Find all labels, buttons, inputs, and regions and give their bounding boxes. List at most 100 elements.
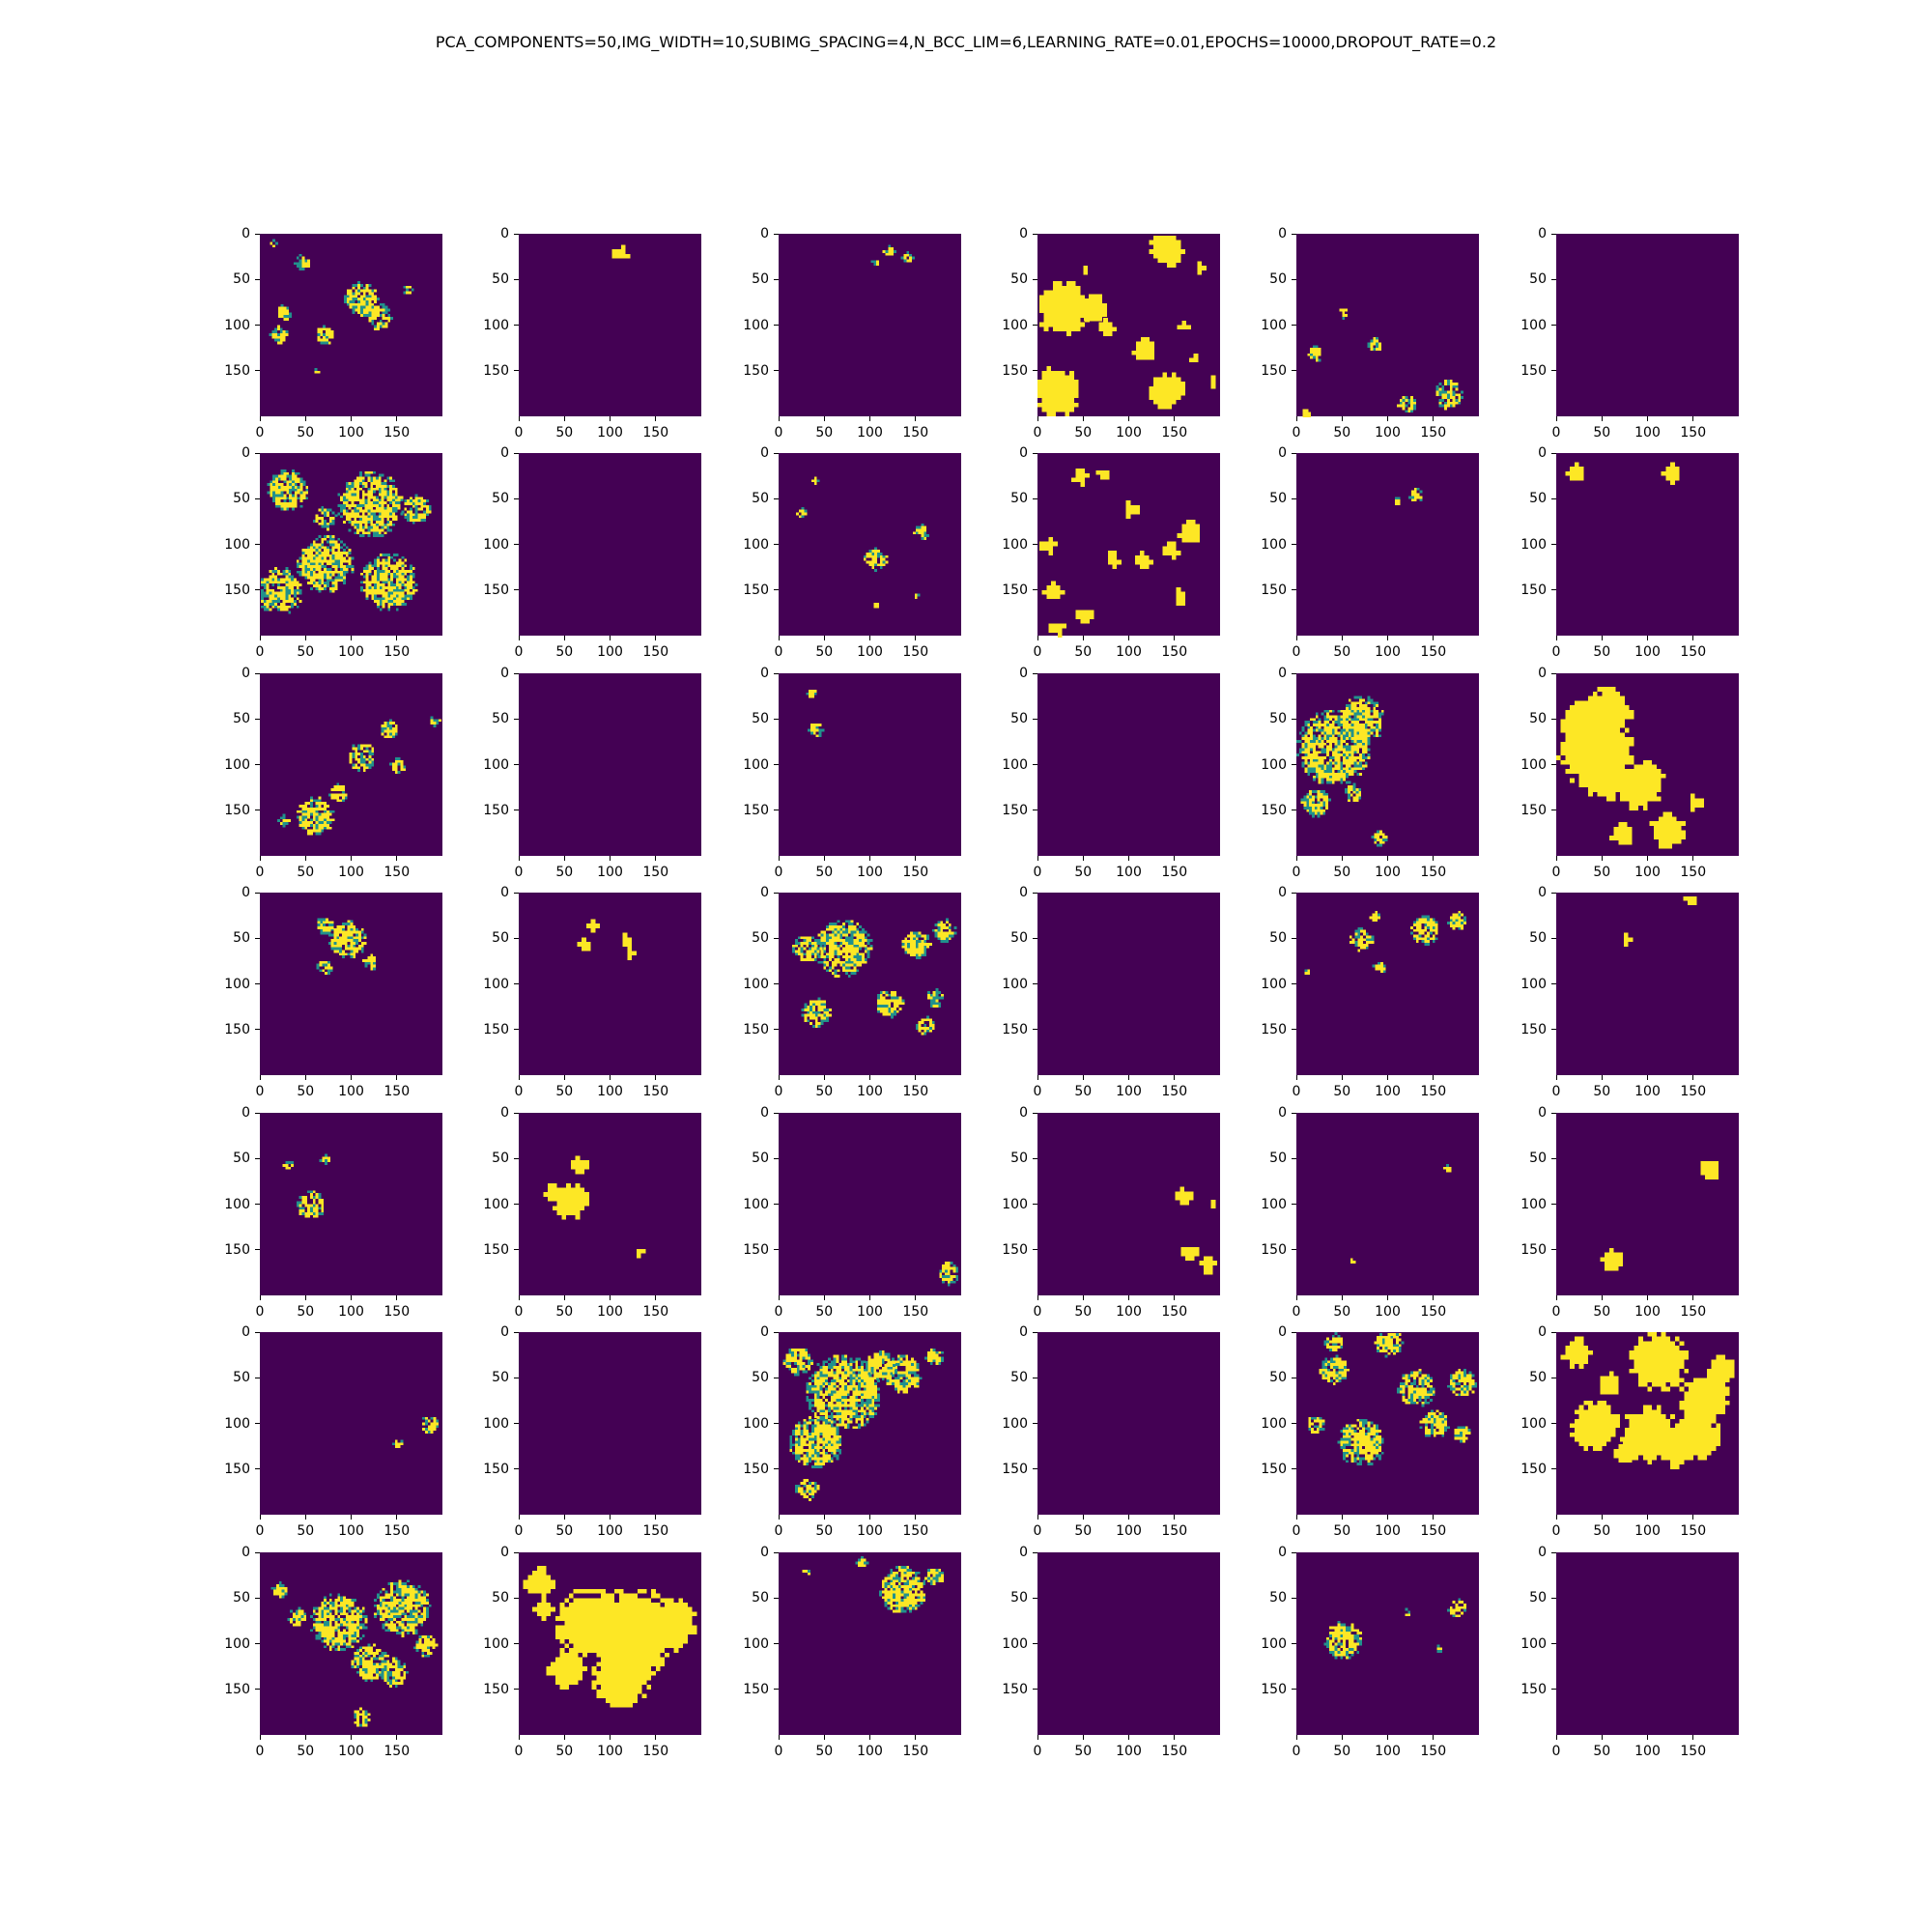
y-tick-mark [774,1423,779,1424]
image-panel-29: 0 50 100 150 0 50 100 150 [1261,1106,1479,1319]
y-tick-mark [1292,1249,1296,1251]
y-tick-mark [1551,672,1556,674]
x-tick-mark [518,416,520,421]
blob-7 [1177,519,1201,543]
y-tick-label: 150 [1520,1461,1547,1477]
blob-2 [806,690,817,698]
y-tick-label: 50 [1010,1590,1028,1606]
y-tick-label: 100 [483,1635,509,1652]
y-tick-mark [1292,983,1296,984]
y-tick-mark [774,937,779,939]
x-tick-mark [1341,1295,1343,1300]
x-tick-mark [1692,1075,1694,1080]
y-tick-mark [1551,1689,1556,1690]
y-tick-label: 0 [1538,445,1547,461]
x-tick-mark [1174,856,1176,861]
x-tick-label: 150 [1420,1084,1447,1099]
x-tick-label: 150 [642,425,669,440]
y-tick-label: 0 [500,1324,509,1340]
x-tick-label: 50 [297,1744,315,1759]
x-tick-label: 150 [384,1304,411,1320]
x-tick-mark [1387,1735,1388,1740]
x-tick-label: 0 [774,1084,783,1099]
blob-3 [585,919,601,933]
blob-2 [374,1579,432,1637]
y-tick-label: 150 [1002,802,1028,818]
image-panel-3: 0 50 100 150 0 50 100 150 [743,227,961,440]
panel-image [1037,234,1220,416]
y-tick-mark [1551,718,1556,720]
y-tick-mark [1292,1551,1296,1553]
x-tick-label: 0 [255,644,265,660]
y-tick-label: 50 [1269,491,1287,507]
x-tick-mark [1692,1515,1694,1520]
panel-background [1556,893,1739,1075]
y-tick-label: 50 [752,1590,769,1606]
blob-1 [1565,462,1584,481]
x-tick-label: 150 [1161,1523,1188,1539]
x-tick-mark [563,1735,565,1740]
y-tick-mark [514,718,519,720]
y-tick-label: 50 [752,271,769,288]
y-tick-label: 0 [1019,666,1028,681]
x-tick-label: 0 [255,1304,265,1320]
blob-1 [552,1182,589,1220]
x-tick-label: 150 [1680,1523,1707,1539]
x-tick-label: 50 [1333,1084,1351,1099]
image-panel-19: 0 50 100 150 0 50 100 150 [224,886,442,1098]
y-tick-mark [514,544,519,545]
y-tick-label: 100 [1261,1635,1287,1652]
x-tick-label: 100 [857,644,883,660]
y-tick-label: 50 [752,1151,769,1167]
x-tick-label: 100 [857,1304,883,1320]
x-tick-mark [1692,856,1694,861]
x-tick-mark [563,1075,565,1080]
blob-2 [1446,1598,1466,1618]
y-tick-label: 0 [760,1105,769,1121]
y-tick-mark [514,233,519,235]
y-tick-mark [1033,892,1037,894]
x-tick-label: 100 [338,644,364,660]
x-tick-mark [1601,636,1603,640]
x-tick-mark [396,1735,398,1740]
y-tick-label: 100 [1520,1635,1547,1652]
blob-4 [802,1569,811,1576]
y-tick-label: 150 [224,1021,250,1037]
x-tick-mark [655,1075,657,1080]
blob-2 [924,1569,945,1586]
x-tick-label: 0 [1551,1304,1561,1320]
y-tick-label: 50 [1529,1151,1547,1167]
blob-8 [1197,261,1207,275]
panel-background [260,234,442,416]
panel-image [1296,453,1479,636]
x-tick-label: 100 [597,1744,623,1759]
x-tick-label: 0 [774,1744,783,1759]
y-tick-label: 0 [242,226,250,242]
x-tick-mark [1082,416,1084,421]
x-tick-mark [823,1075,825,1080]
blob-7 [312,505,338,531]
y-tick-mark [774,589,779,591]
image-panel-26: 0 50 100 150 0 50 100 150 [483,1106,701,1319]
y-tick-label: 50 [492,1370,509,1386]
y-tick-label: 100 [224,317,250,333]
blob-3 [343,281,380,317]
x-tick-mark [823,856,825,861]
y-tick-mark [1292,325,1296,326]
x-tick-label: 0 [514,644,524,660]
blob-12 [1048,623,1067,638]
x-tick-mark [1174,636,1176,640]
x-tick-mark [1341,856,1343,861]
panel-image [1556,1113,1739,1295]
y-tick-mark [1292,937,1296,939]
y-tick-mark [514,497,519,499]
blob-1 [327,920,367,959]
y-tick-label: 150 [1261,582,1287,598]
x-tick-mark [304,1295,306,1300]
y-tick-label: 150 [1261,362,1287,379]
x-tick-label: 100 [597,644,623,660]
blob-1 [1629,1332,1690,1392]
y-tick-mark [1551,497,1556,499]
blob-2 [1446,910,1466,930]
x-tick-label: 0 [1033,1084,1042,1099]
